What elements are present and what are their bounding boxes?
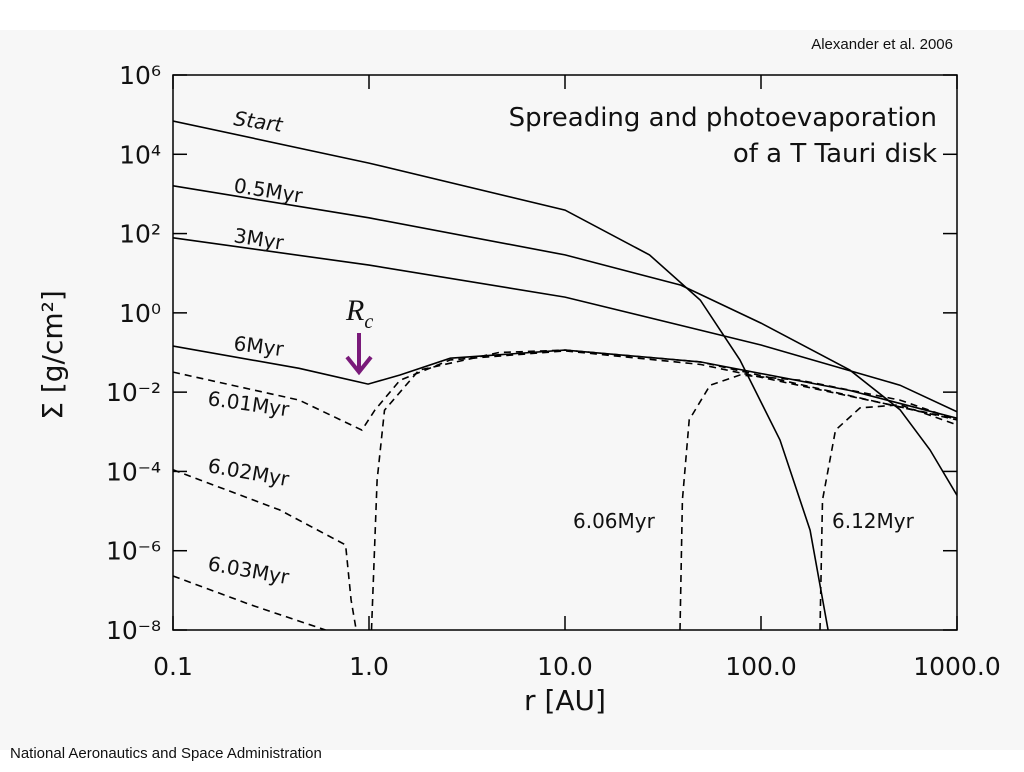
series-line	[173, 185, 957, 496]
y-tick-label: 10⁰	[119, 299, 161, 328]
series-line	[173, 237, 957, 413]
marker-arrow	[345, 333, 373, 376]
plot-frame	[172, 74, 958, 631]
chart-title: of a T Tauri disk	[733, 139, 937, 169]
x-tick-label: 0.1	[153, 652, 193, 681]
credit: Alexander et al. 2006	[811, 36, 953, 53]
series-line	[173, 120, 829, 630]
footer: National Aeronautics and Space Administr…	[10, 745, 322, 762]
marker-label-main: R	[345, 294, 364, 327]
y-tick-label: 10²	[119, 220, 161, 249]
marker-label: Rc	[345, 294, 373, 333]
y-tick-label: 10⁻²	[106, 378, 161, 407]
series-line	[173, 350, 957, 432]
y-tick-label: 10⁻⁶	[106, 537, 161, 566]
x-axis-label: r [AU]	[524, 684, 606, 717]
y-tick-label: 10⁻⁸	[106, 616, 161, 645]
arrow-head	[345, 355, 373, 376]
y-tick-label: 10⁻⁴	[106, 457, 161, 486]
series-label: 6.12Myr	[832, 509, 915, 533]
x-tick-label: 100.0	[725, 652, 797, 681]
x-tick-label: 1.0	[349, 652, 389, 681]
x-tick-label: 1000.0	[913, 652, 1000, 681]
series-label: 6.06Myr	[573, 509, 656, 533]
y-tick-label: 10⁴	[119, 140, 161, 169]
series-line	[173, 575, 326, 630]
y-axis-label: Σ [g/cm²]	[36, 290, 69, 420]
y-tick-label: 10⁶	[119, 61, 161, 90]
series-line	[679, 374, 957, 630]
chart-title: Spreading and photoevaporation	[509, 103, 937, 133]
x-tick-label: 10.0	[537, 652, 593, 681]
series-line	[819, 403, 957, 630]
marker-label-sub: c	[364, 311, 373, 333]
series-line	[173, 349, 957, 630]
